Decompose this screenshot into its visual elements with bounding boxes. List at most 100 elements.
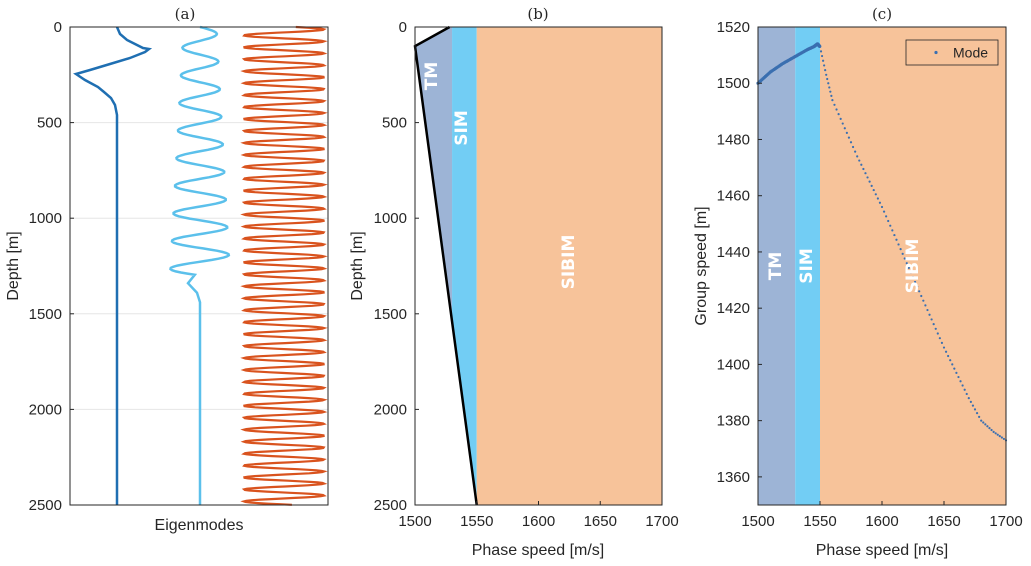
panel-c-region-label: TM	[766, 252, 786, 281]
panel-b: (b) TM SIM SIBIM 1500 1550 1600 1650 1700 0 500…	[349, 5, 679, 559]
panel-c-mode-point	[835, 108, 838, 111]
panel-a-title: (a)	[175, 5, 196, 23]
panel-a-frame	[69, 26, 329, 506]
panel-c-mode-point	[971, 404, 975, 407]
panel-c-mode-point	[942, 346, 946, 349]
panel-c-mode-point	[984, 423, 987, 426]
panel-c-mode-point	[911, 276, 915, 279]
panel-c: (c) TM SIM SIBIM 1500 1550 1600 1650 1700 1520…	[693, 5, 1023, 559]
panel-c-mode-point	[839, 117, 842, 120]
panel-b-ytick-label: 2500	[374, 497, 407, 514]
panel-c-mode-point	[982, 421, 985, 424]
panel-c-mode-point	[833, 103, 836, 106]
panel-c-mode-point	[957, 375, 960, 379]
panel-c-region-sibim	[820, 27, 1006, 505]
panel-c-mode-point	[905, 262, 908, 265]
panel-a-ytick-label: 2500	[29, 497, 62, 514]
panel-c-mode-point	[828, 86, 831, 89]
panel-c-mode-point	[988, 427, 991, 430]
panel-c-mode-point	[893, 233, 896, 237]
panel-c-mode-point	[944, 350, 948, 353]
panel-c-legend: Mode	[905, 39, 999, 66]
panel-c-mode-point	[891, 229, 894, 232]
panel-c-regions	[758, 27, 1006, 505]
panel-c-mode-point	[829, 90, 832, 93]
panel-c-mode-point	[978, 415, 981, 418]
panel-c-region-labels: TM SIM SIBIM	[766, 239, 923, 294]
panel-c-mode-point	[975, 412, 979, 415]
panel-b-title: (b)	[527, 5, 548, 23]
panel-c-mode-point	[870, 184, 873, 187]
panel-c-legend-marker	[934, 50, 938, 55]
panel-c-xtick-label: 1600	[865, 513, 898, 530]
panel-c-mode-point	[973, 408, 977, 411]
panel-c-mode-point	[953, 367, 956, 370]
panel-c-title: (c)	[872, 5, 892, 23]
panel-c-xtick-label: 1700	[989, 513, 1022, 530]
panel-c-mode-point	[998, 435, 1001, 438]
panel-b-region-label: TM	[422, 62, 442, 91]
panel-c-mode-point	[907, 266, 910, 269]
panel-c-ylabel: Group speed [m]	[693, 206, 710, 325]
panel-c-mode-point	[1000, 436, 1003, 439]
panel-c-mode-point	[955, 371, 958, 374]
panel-c-mode-point	[827, 82, 830, 85]
panel-c-mode-point	[864, 172, 867, 175]
panel-c-mode-point	[858, 159, 861, 162]
panel-c-mode-point	[843, 127, 846, 130]
panel-a-eigenmode-2	[169, 25, 231, 505]
panel-c-mode-point	[899, 248, 902, 251]
panel-c-mode-point	[909, 271, 913, 274]
panel-c-ytick-label: 1400	[717, 356, 750, 373]
panel-c-mode-point	[845, 131, 848, 135]
panel-c-mode-point	[887, 219, 890, 223]
panel-b-ytick-label: 0	[399, 19, 407, 36]
panel-c-ytick-label: 1460	[717, 188, 750, 205]
panel-b-xtick-label: 1550	[460, 513, 493, 530]
panel-b-yticks: 0 500 1000 1500 2000 2500	[374, 19, 419, 514]
panel-c-mode-point	[856, 155, 859, 158]
panel-b-below-profile	[415, 27, 477, 505]
panel-c-mode-point	[895, 238, 898, 241]
panel-b-xtick-label: 1500	[398, 513, 431, 530]
panel-c-ytick-label: 1380	[717, 413, 750, 430]
panel-c-yticks: 1520 1500 1480 1460 1440 1420 1400 1380 1360	[717, 19, 762, 486]
panel-c-region-sim	[795, 27, 820, 505]
panel-b-ytick-label: 2000	[374, 401, 407, 418]
panel-c-ytick-label: 1480	[717, 131, 750, 148]
panel-a: (a) 0 500 1000 1500 2000 2500 Eigenmodes Dept…	[5, 5, 329, 534]
panel-c-mode-point	[820, 54, 824, 58]
panel-b-region-label: SIBIM	[559, 235, 579, 290]
panel-c-mode-point	[928, 313, 931, 316]
panel-c-mode-point	[824, 69, 827, 72]
panel-c-mode-point	[951, 363, 954, 366]
panel-c-mode-point	[825, 73, 828, 76]
panel-a-ytick-label: 1500	[29, 306, 62, 323]
panel-c-mode-point	[930, 318, 933, 321]
panel-c-mode-point	[823, 64, 826, 67]
panel-c-mode-point	[874, 193, 877, 196]
panel-c-legend-label: Mode	[953, 45, 988, 61]
panel-c-mode-point	[880, 205, 884, 209]
panel-c-mode-point	[992, 430, 995, 433]
panel-b-region-label: SIM	[452, 110, 472, 146]
panel-c-mode-point	[934, 327, 937, 330]
panel-b-region-sibim	[476, 27, 662, 505]
panel-c-mode-point	[926, 308, 929, 312]
panel-c-mode-point	[940, 341, 944, 344]
panel-a-eigenmodes	[73, 25, 328, 506]
panel-c-legend-box	[905, 39, 999, 66]
panel-c-mode-point	[924, 304, 927, 307]
panel-c-mode-point	[862, 167, 865, 171]
panel-c-xticks: 1500 1550 1600 1650 1700	[741, 501, 1023, 530]
panel-c-ytick-label: 1440	[717, 244, 750, 261]
panel-c-mode-point	[903, 257, 906, 260]
panel-a-ytick-label: 1000	[29, 210, 62, 227]
panel-c-mode-point	[837, 113, 840, 116]
panel-b-ytick-label: 1500	[374, 306, 407, 323]
panel-c-mode-point	[994, 432, 997, 435]
panel-c-mode-point	[938, 337, 941, 340]
panel-c-mode-point	[922, 299, 925, 302]
panel-a-ytick-label: 2000	[29, 401, 62, 418]
panel-c-mode-point	[996, 433, 999, 436]
